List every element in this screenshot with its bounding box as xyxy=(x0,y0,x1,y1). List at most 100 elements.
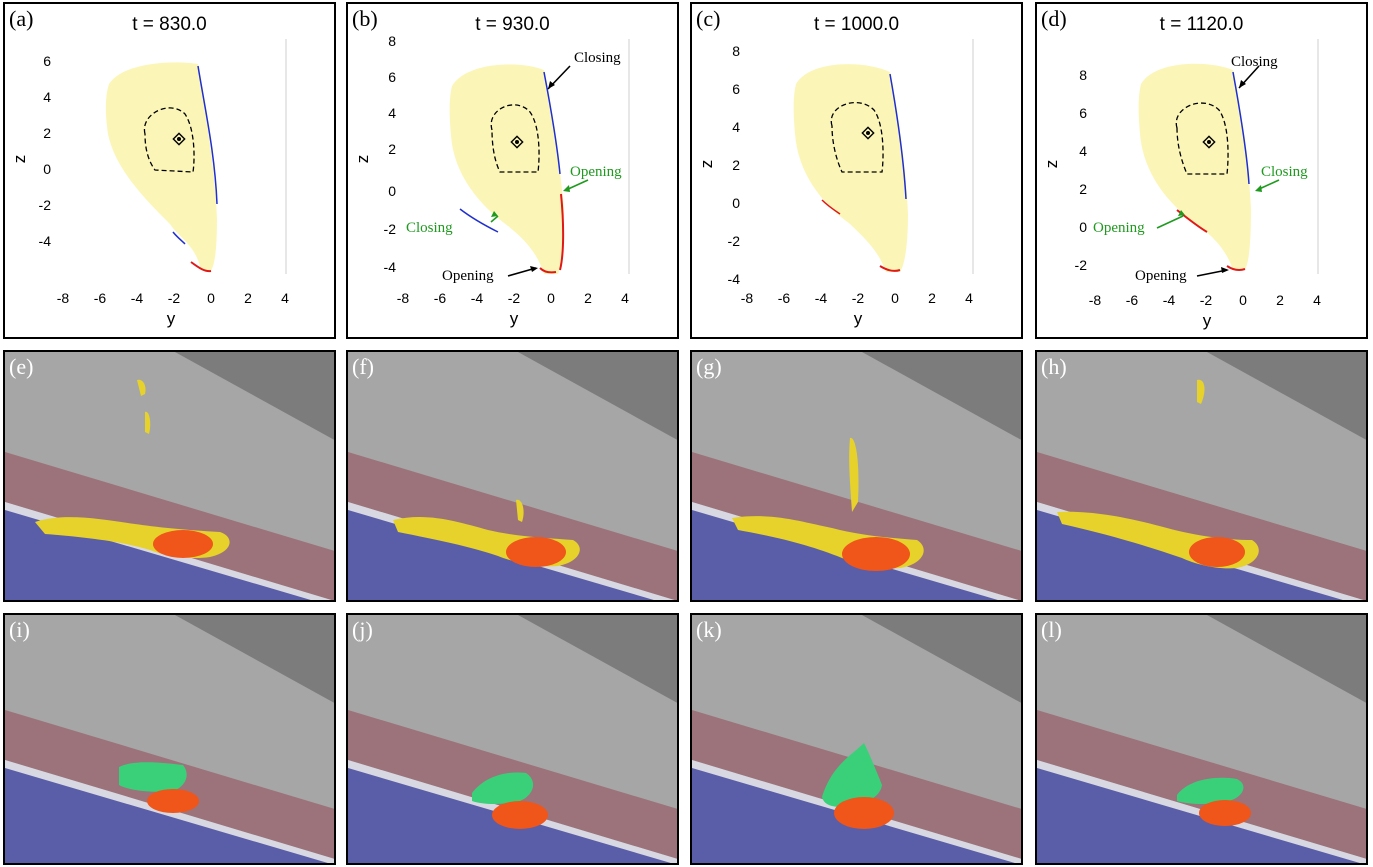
red-band xyxy=(348,452,677,600)
y-tick-labels: 8 6 4 2 0 -2 xyxy=(1075,67,1088,273)
svg-text:-4: -4 xyxy=(131,290,144,306)
svg-text:-6: -6 xyxy=(778,290,791,306)
panel-label: (k) xyxy=(696,617,722,642)
svg-text:0: 0 xyxy=(43,161,51,177)
panel-label: (f) xyxy=(352,354,374,379)
panel-i: (i) xyxy=(3,613,336,865)
svg-text:-6: -6 xyxy=(94,290,107,306)
svg-text:8: 8 xyxy=(1079,67,1087,83)
y-tick-labels: 8 6 4 2 0 -2 -4 xyxy=(728,43,741,287)
red-band xyxy=(1037,452,1366,600)
annotation-closing-right: Closing xyxy=(1261,164,1308,180)
svg-text:6: 6 xyxy=(388,69,396,85)
center-marker xyxy=(861,126,875,140)
render-3d xyxy=(5,615,334,863)
panel-j: (j) xyxy=(346,613,679,865)
render-3d xyxy=(1037,615,1366,863)
green-isosurface xyxy=(822,743,882,807)
panel-title: t = 1120.0 xyxy=(1159,14,1244,35)
svg-text:4: 4 xyxy=(1313,292,1321,308)
panel-label: (i) xyxy=(9,617,30,642)
svg-text:-4: -4 xyxy=(384,259,397,275)
panel-e: (e) xyxy=(3,350,336,602)
annotation-closing-top: Closing xyxy=(1231,54,1278,70)
panel-label: (c) xyxy=(696,6,721,31)
svg-text:2: 2 xyxy=(43,125,51,141)
orange-isosurface xyxy=(492,801,548,829)
y-tick-labels: 8 6 4 2 0 -2 -4 xyxy=(384,33,397,275)
panel-f: (f) xyxy=(346,350,679,602)
svg-text:2: 2 xyxy=(1276,292,1284,308)
render-3d xyxy=(692,615,1021,863)
x-axis-label: y xyxy=(167,309,176,328)
panel-d: (d) t = 1120.0 Closing Closing Opening O… xyxy=(1035,2,1368,339)
opening-edge xyxy=(559,193,565,271)
svg-text:-4: -4 xyxy=(39,233,52,249)
panel-b: (b) t = 930.0 Closing Opening Closing Op… xyxy=(346,2,679,339)
opening-edge-bottom xyxy=(539,267,557,274)
panel-g: (g) xyxy=(690,350,1023,602)
svg-text:-8: -8 xyxy=(741,290,754,306)
annotation-opening-left: Opening xyxy=(1093,220,1145,236)
svg-text:-2: -2 xyxy=(1200,292,1213,308)
interface-region xyxy=(793,64,908,272)
svg-text:4: 4 xyxy=(621,290,629,306)
orange-isosurface xyxy=(153,530,213,558)
opening-edge-lower xyxy=(821,199,841,215)
orange-isosurface xyxy=(506,537,566,567)
svg-text:2: 2 xyxy=(388,141,396,157)
panel-k: (k) xyxy=(690,613,1023,865)
svg-text:2: 2 xyxy=(1079,181,1087,197)
orange-isosurface xyxy=(1199,800,1251,826)
svg-text:4: 4 xyxy=(965,290,973,306)
yellow-filament xyxy=(137,379,146,396)
svg-text:6: 6 xyxy=(1079,105,1087,121)
contour-plot: Closing Opening Closing Opening -8 -6 -4… xyxy=(353,33,630,328)
vortex-core-contour xyxy=(490,104,540,173)
center-marker xyxy=(1202,135,1216,149)
yellow-filament xyxy=(516,499,524,522)
svg-text:6: 6 xyxy=(732,81,740,97)
svg-text:-2: -2 xyxy=(1075,257,1088,273)
svg-text:0: 0 xyxy=(547,290,555,306)
x-tick-labels: -8 -6 -4 -2 0 2 4 xyxy=(57,290,289,306)
annotation-opening-bottom: Opening xyxy=(442,268,494,284)
interface-region xyxy=(449,64,564,274)
yellow-filament xyxy=(849,437,859,512)
svg-text:0: 0 xyxy=(207,290,215,306)
contour-plot: -8 -6 -4 -2 0 2 4 8 6 4 2 0 -2 -4 y z xyxy=(697,39,974,328)
opening-edge xyxy=(190,261,212,273)
panel-label: (g) xyxy=(696,354,722,379)
y-axis-label: z xyxy=(353,155,372,164)
x-axis-label: y xyxy=(1203,311,1212,330)
svg-text:-6: -6 xyxy=(434,290,447,306)
vortex-core-contour xyxy=(830,101,884,173)
green-isosurface xyxy=(472,772,534,804)
panel-label: (h) xyxy=(1041,354,1067,379)
svg-text:6: 6 xyxy=(43,53,51,69)
svg-text:-4: -4 xyxy=(728,271,741,287)
green-isosurface xyxy=(1177,777,1244,804)
y-axis-label: z xyxy=(697,160,716,169)
center-marker xyxy=(172,132,186,146)
svg-text:8: 8 xyxy=(388,33,396,49)
panel-label: (j) xyxy=(352,617,373,642)
panel-label: (l) xyxy=(1041,617,1062,642)
render-3d xyxy=(692,352,1021,600)
svg-text:-2: -2 xyxy=(508,290,521,306)
interface-region xyxy=(105,62,217,272)
y-axis-label: z xyxy=(10,155,29,164)
annotation-closing-left: Closing xyxy=(406,220,453,236)
svg-text:0: 0 xyxy=(388,183,396,199)
x-axis-label: y xyxy=(854,309,863,328)
wall-shadow xyxy=(518,352,677,440)
svg-text:8: 8 xyxy=(732,43,740,59)
svg-text:-8: -8 xyxy=(57,290,70,306)
annotation-closing-top: Closing xyxy=(574,50,621,66)
contour-plot: -8 -6 -4 -2 0 2 4 6 4 2 0 -2 -4 y z xyxy=(10,39,289,328)
x-axis-label: y xyxy=(510,309,519,328)
closing-edge-lower xyxy=(459,208,499,233)
closing-edge xyxy=(197,65,218,205)
render-3d xyxy=(348,615,677,863)
green-isosurface xyxy=(119,762,187,792)
